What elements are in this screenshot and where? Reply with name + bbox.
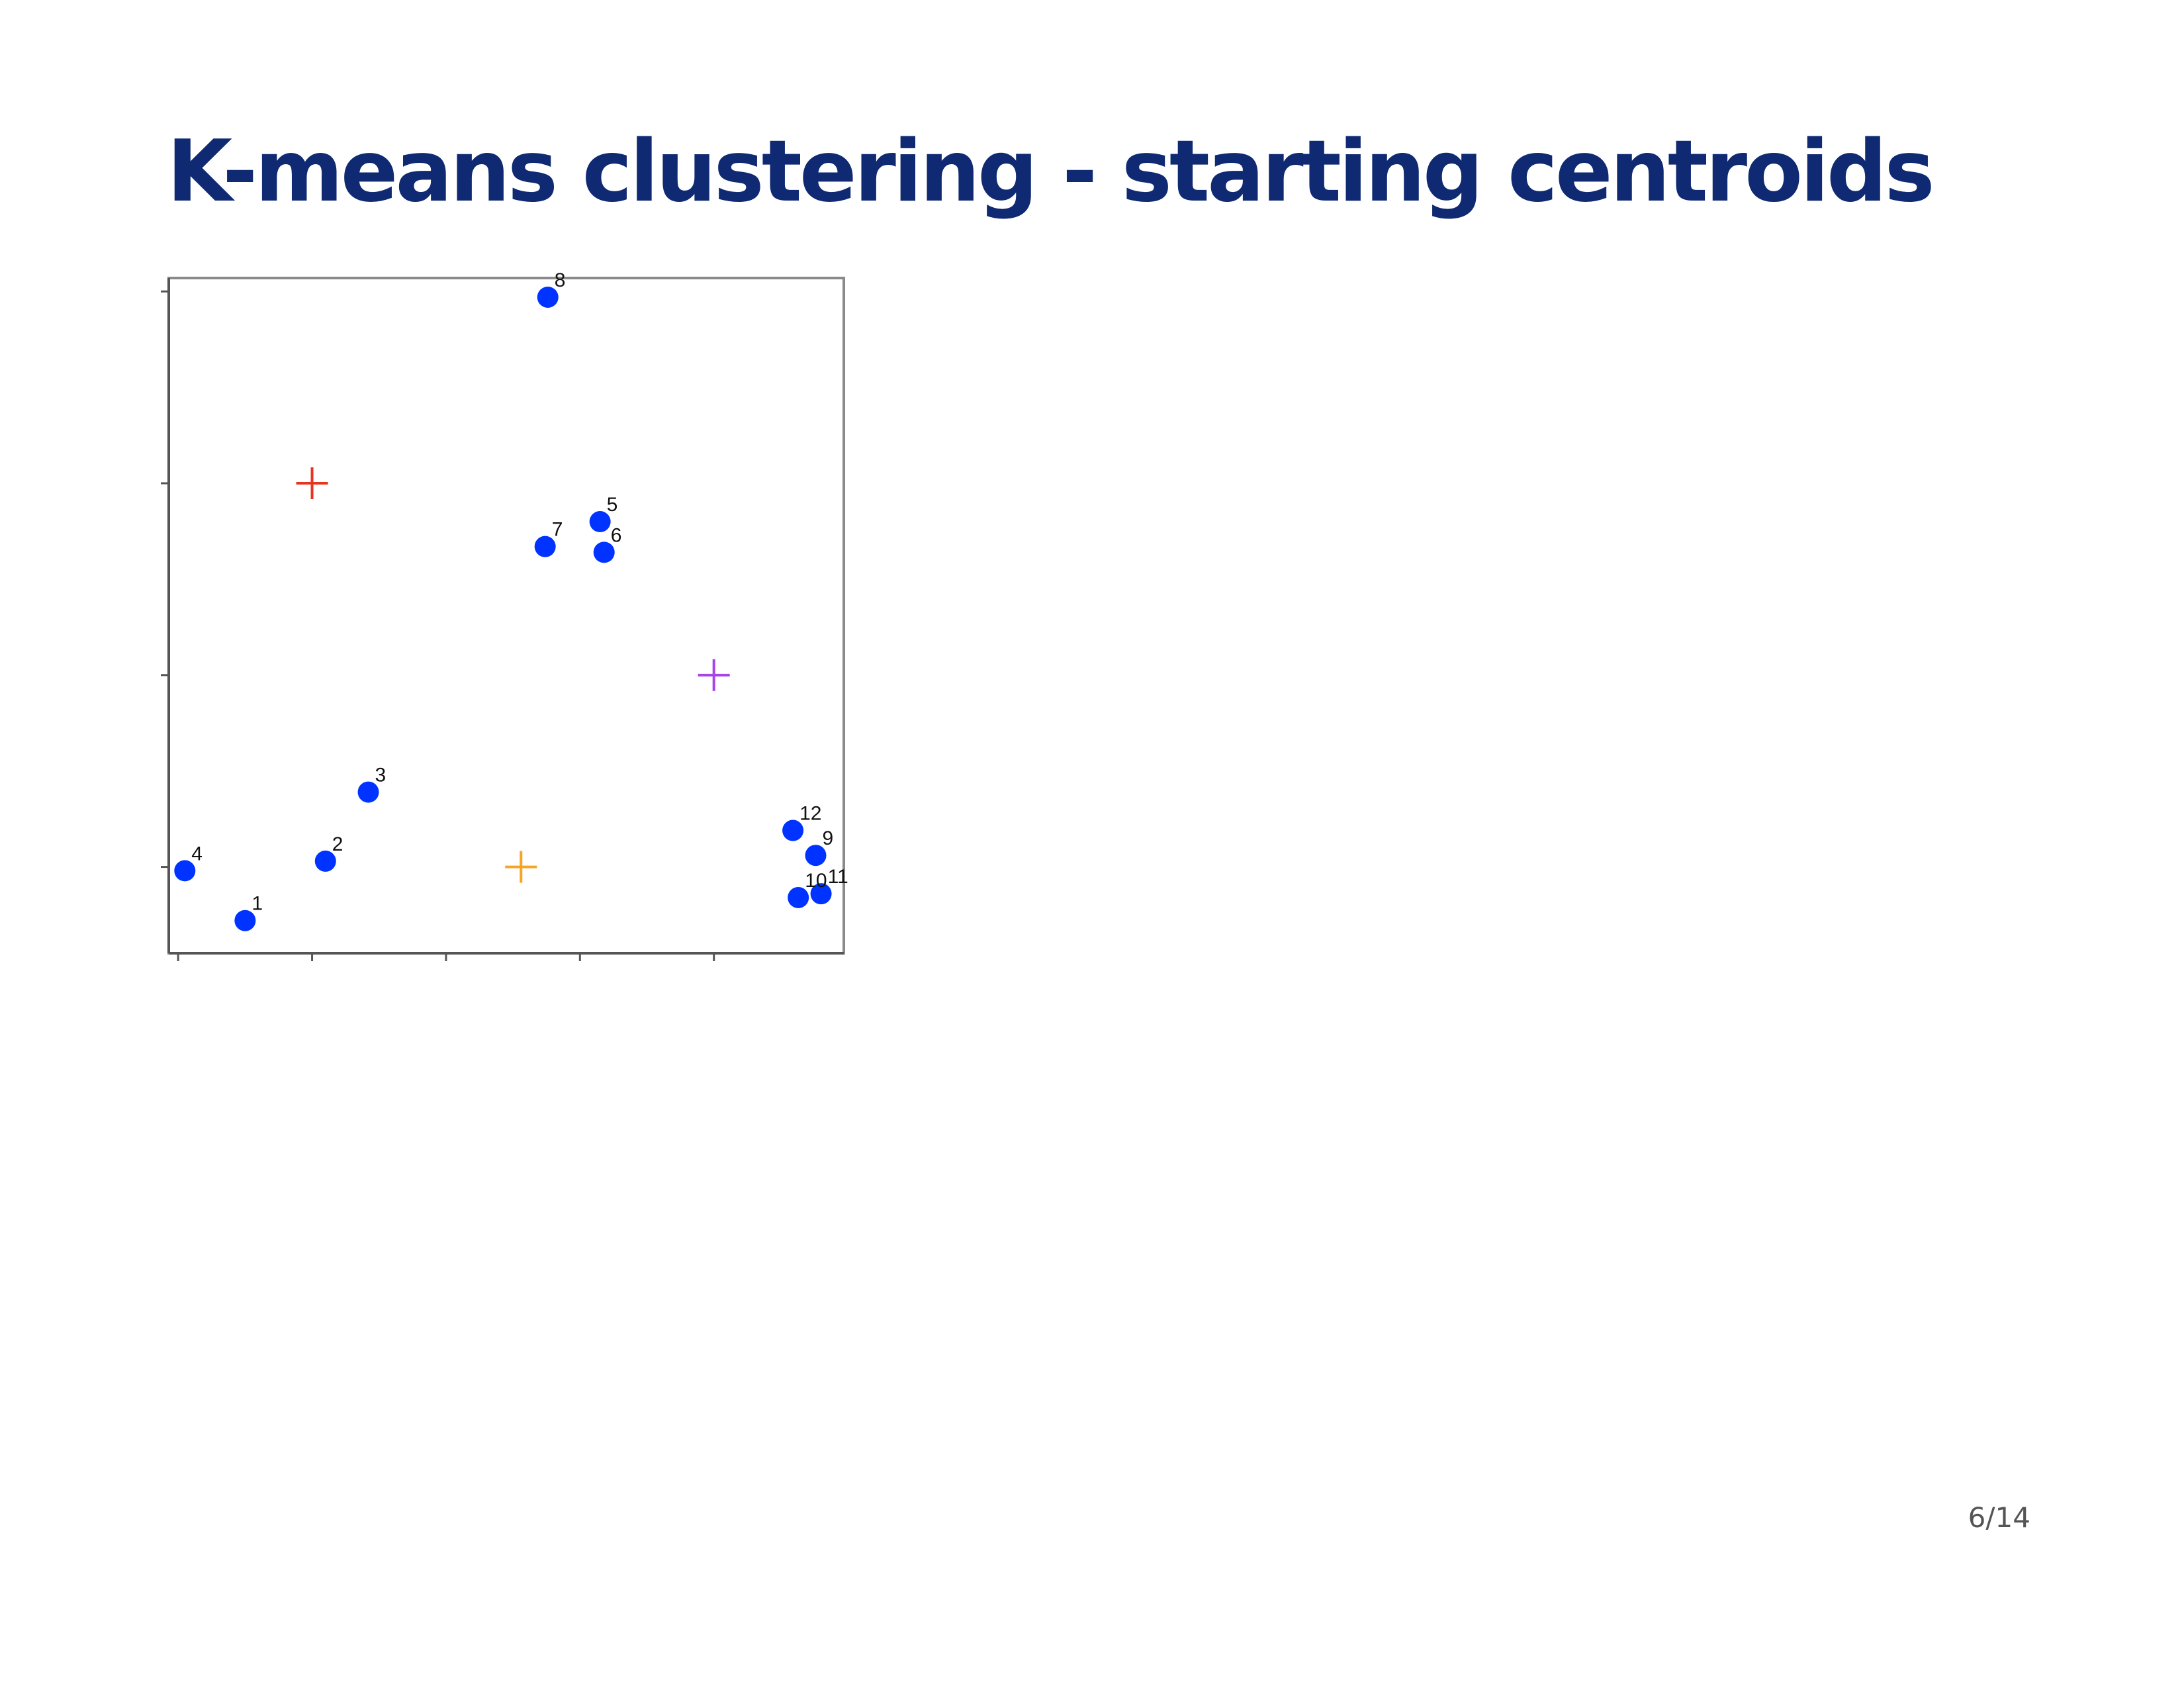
point-label-3: 3 — [375, 765, 387, 786]
point-label-7: 7 — [552, 519, 563, 541]
data-point-5 — [589, 511, 611, 533]
data-point-7 — [534, 536, 556, 557]
data-point-4 — [174, 860, 196, 882]
point-label-5: 5 — [607, 494, 618, 516]
data-point-9 — [805, 845, 827, 867]
data-point-12 — [782, 820, 804, 841]
point-label-1: 1 — [251, 893, 263, 915]
point-label-8: 8 — [555, 269, 566, 291]
data-point-3 — [357, 781, 379, 803]
point-label-9: 9 — [823, 827, 834, 849]
data-point-10 — [788, 886, 809, 908]
page-number: 6/14 — [1968, 1501, 2030, 1534]
axis-ticks — [161, 290, 715, 961]
scatter-chart: 1 2 3 4 5 6 7 8 9 10 11 12 — [152, 265, 867, 980]
point-label-12: 12 — [799, 803, 821, 825]
centroid-plus-icon-2 — [698, 659, 730, 691]
data-points — [174, 286, 832, 931]
data-point-1 — [234, 910, 256, 931]
plot-frame — [167, 277, 845, 955]
point-label-4: 4 — [191, 843, 203, 865]
data-point-6 — [593, 541, 615, 563]
point-label-2: 2 — [332, 833, 343, 855]
plot-border — [167, 277, 845, 955]
data-point-2 — [314, 850, 336, 872]
data-point-8 — [537, 286, 559, 308]
data-point-11 — [810, 883, 832, 905]
point-label-6: 6 — [611, 524, 622, 546]
point-label-10: 10 — [805, 870, 827, 892]
centroid-plus-icon-1 — [296, 467, 328, 500]
centroid-plus-icon-3 — [505, 851, 537, 883]
centroid-markers — [296, 467, 730, 883]
slide-title: K-means clustering - starting centroids — [167, 122, 1935, 221]
point-label-11: 11 — [828, 866, 848, 888]
